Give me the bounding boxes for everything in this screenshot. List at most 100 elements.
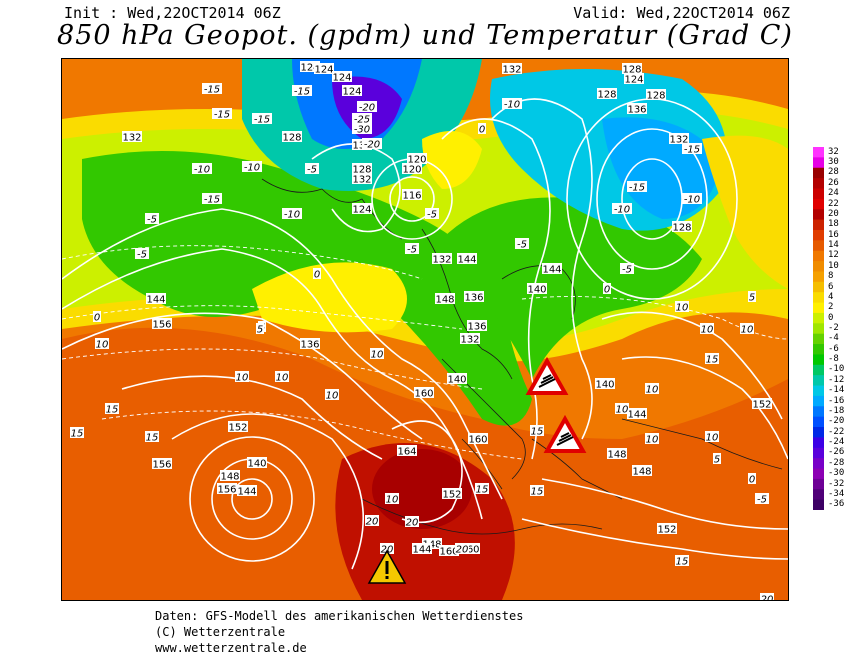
temperature-label: -20 — [362, 138, 382, 151]
temperature-label: 10 — [95, 338, 109, 351]
geopotential-label: 164 — [397, 445, 417, 458]
legend-swatch — [813, 406, 824, 418]
svg-text:-5: -5 — [517, 240, 527, 251]
temperature-label: 20 — [760, 593, 774, 600]
geopotential-isolines — [62, 98, 788, 570]
svg-text:-15: -15 — [204, 195, 220, 206]
svg-text:10: 10 — [646, 435, 659, 446]
warning-general-tunisia — [367, 549, 407, 584]
svg-text:-5: -5 — [307, 165, 317, 176]
svg-text:5: 5 — [257, 325, 263, 336]
geopotential-label: 140 — [447, 373, 467, 386]
legend-swatch — [813, 178, 824, 189]
legend-label: -26 — [828, 447, 845, 458]
svg-text:20: 20 — [406, 518, 419, 529]
svg-text:15: 15 — [531, 427, 544, 438]
legend-label: -16 — [828, 395, 845, 406]
temperature-label: 20 — [405, 516, 419, 529]
temperature-label: 15 — [475, 483, 489, 496]
svg-text:-20: -20 — [364, 140, 380, 151]
svg-text:144: 144 — [627, 410, 646, 421]
weather-map: 1241241241321281281201161241361321321441… — [61, 58, 789, 601]
legend-label: -14 — [828, 385, 845, 396]
geopotential-label: 156 — [152, 318, 172, 331]
geopotential-label: 140 — [595, 378, 615, 391]
legend-label: -2 — [828, 323, 839, 333]
svg-text:124: 124 — [624, 75, 643, 86]
temperature-label: -5 — [145, 213, 159, 226]
legend-swatch — [813, 209, 824, 221]
svg-text:128: 128 — [597, 90, 616, 101]
temperature-label: 0 — [313, 268, 321, 281]
legend-swatch — [813, 468, 824, 480]
legend-swatch — [813, 333, 824, 345]
geopotential-label: 124 — [300, 61, 320, 74]
svg-text:10: 10 — [706, 433, 719, 444]
geopotential-label: 124 — [624, 73, 644, 86]
geopotential-label: 128 — [622, 63, 642, 76]
legend-label: 6 — [828, 281, 834, 292]
legend-label: 12 — [828, 250, 839, 261]
temperature-label: -10 — [612, 203, 632, 216]
legend-label: 26 — [828, 177, 839, 188]
geopotential-label: 156 — [217, 483, 237, 496]
svg-text:128: 128 — [622, 65, 641, 76]
warning-wind-italy — [543, 414, 587, 453]
temperature-label: 15 — [530, 485, 544, 498]
svg-text:15: 15 — [476, 485, 489, 496]
geopotential-label: 136 — [464, 291, 484, 304]
svg-text:156: 156 — [152, 460, 171, 471]
legend-swatch — [813, 385, 824, 397]
svg-text:128: 128 — [352, 165, 371, 176]
svg-text:0: 0 — [94, 313, 100, 324]
svg-text:20: 20 — [366, 517, 379, 528]
legend-swatch — [813, 198, 824, 210]
svg-text:128: 128 — [646, 91, 665, 102]
legend-swatch — [813, 499, 824, 510]
svg-text:15: 15 — [106, 405, 119, 416]
footer: Daten: GFS-Modell des amerikanischen Wet… — [155, 608, 523, 656]
geopotential-label: 128 — [672, 221, 692, 234]
svg-text:10: 10 — [676, 303, 689, 314]
legend-swatch — [813, 323, 824, 335]
warm-pocket — [422, 131, 482, 189]
footer-website: www.wetterzentrale.de — [155, 641, 307, 655]
svg-text:148: 148 — [607, 450, 626, 461]
svg-text:-25: -25 — [354, 115, 370, 126]
svg-text:10: 10 — [646, 385, 659, 396]
svg-text:144: 144 — [457, 255, 476, 266]
geopotential-label: 128 — [646, 89, 666, 102]
temperature-label: -5 — [305, 163, 319, 176]
geopotential-label: 136 — [467, 320, 487, 333]
svg-text:15: 15 — [706, 355, 719, 366]
legend-label: 30 — [828, 157, 839, 168]
temperature-label: -10 — [682, 193, 702, 206]
geopotential-label: 148 — [632, 465, 652, 478]
svg-text:-10: -10 — [284, 210, 300, 221]
svg-text:132: 132 — [432, 255, 451, 266]
temperature-label: 5 — [748, 291, 756, 304]
temperature-label: 15 — [105, 403, 119, 416]
svg-text:152: 152 — [442, 490, 461, 501]
geopotential-label: 144 — [457, 253, 477, 266]
svg-text:-15: -15 — [684, 145, 700, 156]
svg-text:120: 120 — [402, 165, 421, 176]
temperature-label: 5 — [256, 323, 264, 336]
svg-text:140: 140 — [595, 380, 614, 391]
temperature-label: 20 — [455, 543, 469, 556]
geopotential-label: 120 — [407, 153, 427, 166]
geopotential-label: 124 — [352, 203, 372, 216]
footer-data-source: Daten: GFS-Modell des amerikanischen Wet… — [155, 609, 524, 623]
geopotential-label: 132 — [669, 133, 689, 146]
temperature-label: 15 — [530, 425, 544, 438]
temperature-label: -10 — [192, 163, 212, 176]
temperature-label: 10 — [370, 348, 384, 361]
temperature-label: -5 — [515, 238, 529, 251]
svg-text:-15: -15 — [254, 115, 270, 126]
svg-text:0: 0 — [604, 285, 610, 296]
temperature-label: 0 — [478, 123, 486, 136]
temperature-label: 0 — [603, 283, 611, 296]
legend-label: -12 — [828, 374, 845, 385]
svg-text:136: 136 — [300, 340, 319, 351]
legend-swatch — [813, 261, 824, 272]
